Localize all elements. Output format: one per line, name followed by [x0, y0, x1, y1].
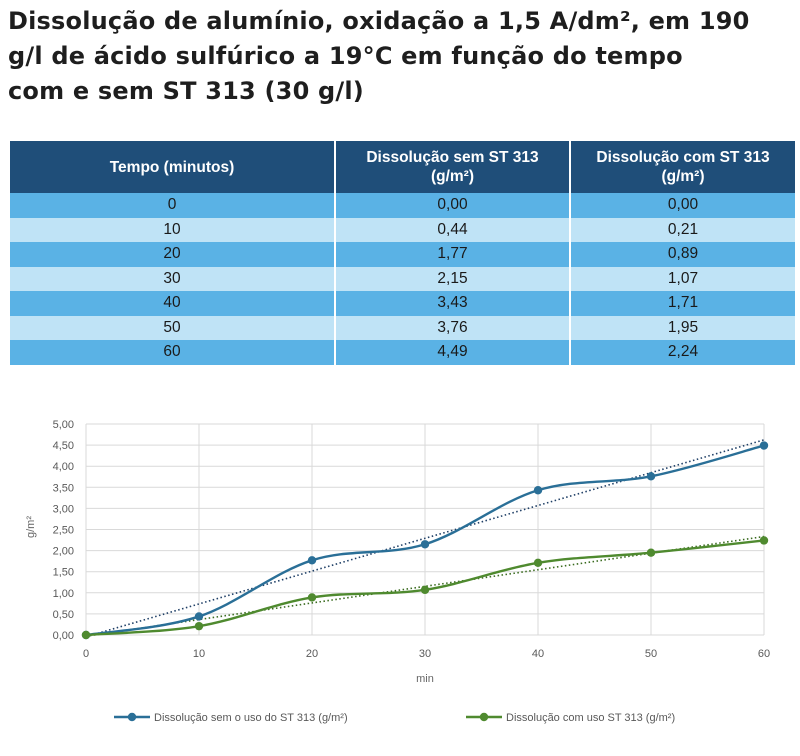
header-tempo: Tempo (minutos): [10, 141, 336, 193]
y-tick-label: 3,50: [53, 482, 74, 494]
data-point-com: [646, 548, 656, 557]
table-header-row: Tempo (minutos) Dissolução sem ST 313 (g…: [10, 141, 795, 193]
header-com-line-2: (g/m²): [661, 168, 705, 185]
data-point-sem: [307, 556, 317, 565]
table-cell-com: 0,21: [570, 217, 795, 242]
table-row: 30 2,15 1,07: [10, 266, 795, 291]
chart-points: [81, 441, 769, 640]
data-point-sem: [420, 540, 430, 549]
table-cell-sem: 2,15: [335, 266, 571, 291]
data-point-sem: [759, 441, 769, 450]
data-table: Tempo (minutos) Dissolução sem ST 313 (g…: [10, 141, 795, 365]
title-line-3: com e sem ST 313 (30 g/l): [8, 77, 364, 105]
table-cell-com: 2,24: [570, 340, 795, 365]
title-line-2: g/l de ácido sulfúrico a 19°C em função …: [8, 42, 683, 70]
data-point-sem: [194, 612, 204, 621]
table-row: 40 3,43 1,71: [10, 291, 795, 316]
y-tick-label: 2,00: [53, 546, 74, 558]
table-cell-tempo: 30: [10, 266, 336, 291]
table-row: 50 3,76 1,95: [10, 315, 795, 340]
chart-grid: [85, 423, 765, 636]
table-cell-sem: 1,77: [335, 242, 571, 267]
data-point-com: [307, 593, 317, 602]
x-tick-label: 10: [193, 648, 205, 660]
table-cell-tempo: 20: [10, 242, 336, 267]
header-com-line-1: Dissolução com ST 313: [596, 149, 770, 166]
table-cell-sem: 0,44: [335, 217, 571, 242]
title-line-1: Dissolução de alumínio, oxidação a 1,5 A…: [8, 7, 750, 35]
table-cell-com: 1,95: [570, 315, 795, 340]
table-cell-sem: 0,00: [335, 193, 571, 218]
x-axis-ticks: 0 10 20 30 40 50 60: [83, 648, 770, 660]
line-chart: 0,00 0,50 1,00 1,50 2,00 2,50 3,00 3,50 4,00 4,50…: [25, 419, 770, 724]
y-tick-label: 0,50: [53, 609, 74, 621]
y-tick-label: 4,00: [53, 461, 74, 473]
table-row: 0 0,00 0,00: [10, 193, 795, 218]
table-cell-com: 0,89: [570, 242, 795, 267]
y-tick-label: 3,00: [53, 503, 74, 515]
page-title: Dissolução de alumínio, oxidação a 1,5 A…: [8, 4, 798, 109]
y-tick-label: 5,00: [53, 419, 74, 431]
header-sem-line-1: Dissolução sem ST 313: [366, 149, 539, 166]
x-tick-label: 20: [306, 648, 318, 660]
table-cell-tempo: 40: [10, 291, 336, 316]
table-cell-tempo: 50: [10, 315, 336, 340]
y-axis-ticks: 0,00 0,50 1,00 1,50 2,00 2,50 3,00 3,50 4,00 4,50…: [53, 419, 74, 642]
data-point-com: [533, 558, 543, 568]
y-tick-label: 1,00: [53, 588, 74, 600]
header-sem-line-2: (g/m²): [430, 168, 475, 185]
y-tick-label: 2,50: [53, 525, 74, 537]
table-cell-com: 1,07: [570, 266, 795, 291]
table-cell-sem: 3,76: [335, 315, 571, 340]
legend-label: Dissolução sem o uso do ST 313 (g/m²): [154, 712, 348, 724]
table-cell-com: 0,00: [570, 193, 795, 218]
table-cell-tempo: 0: [10, 193, 336, 218]
data-point-com: [759, 536, 769, 545]
header-sem: Dissolução sem ST 313 (g/m²): [335, 141, 571, 193]
x-tick-label: 40: [532, 648, 544, 660]
table-row: 10 0,44 0,21: [10, 217, 795, 242]
header-com: Dissolução com ST 313 (g/m²): [570, 141, 795, 193]
y-tick-label: 0,00: [53, 630, 74, 642]
x-tick-label: 50: [645, 648, 657, 660]
data-point-com: [81, 630, 91, 640]
header-tempo-text: Tempo (minutos): [109, 158, 235, 176]
x-tick-label: 60: [758, 648, 770, 660]
x-tick-label: 30: [419, 648, 431, 660]
chart-legend: Dissolução sem o uso do ST 313 (g/m²) Dis…: [114, 712, 675, 724]
table-cell-tempo: 10: [10, 217, 336, 242]
data-point-sem: [533, 486, 543, 495]
table-row: 60 4,49 2,24: [10, 340, 795, 365]
legend-marker: [479, 712, 489, 722]
y-tick-label: 1,50: [53, 567, 74, 579]
table-cell-tempo: 60: [10, 340, 336, 365]
y-tick-label: 4,50: [53, 440, 74, 452]
table-cell-sem: 4,49: [335, 340, 571, 365]
legend-marker: [127, 712, 137, 722]
y-axis-label: g/m²: [25, 516, 37, 538]
x-axis-label: min: [416, 673, 434, 685]
x-tick-label: 0: [83, 648, 89, 660]
data-point-com: [420, 585, 430, 595]
data-point-com: [194, 621, 204, 631]
table-row: 20 1,77 0,89: [10, 242, 795, 267]
legend-label: Dissolução com uso ST 313 (g/m²): [506, 712, 675, 724]
table-cell-com: 1,71: [570, 291, 795, 316]
table-cell-sem: 3,43: [335, 291, 571, 316]
data-point-sem: [646, 472, 656, 481]
